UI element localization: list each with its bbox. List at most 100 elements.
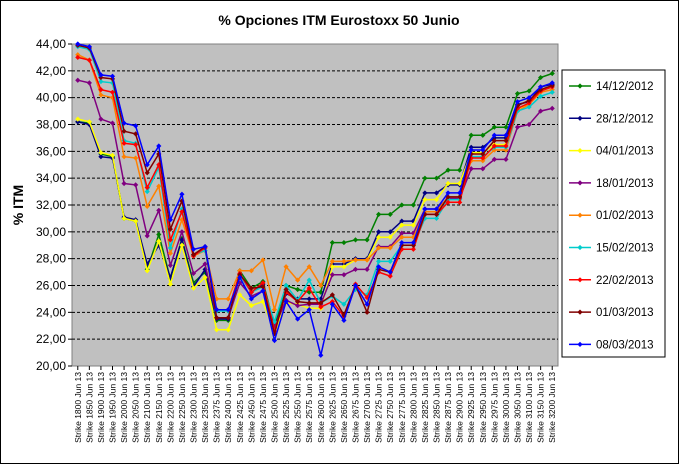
legend-swatch-marker (577, 115, 583, 121)
x-tick-label: Strike 3050 Jun 13 (513, 372, 523, 443)
data-point (491, 124, 497, 130)
legend-entries: 14/12/2012 28/12/2012 04/01/2013 18/01/2013… (569, 81, 654, 351)
data-point (376, 245, 382, 251)
legend-label: 28/12/2012 (596, 113, 654, 125)
data-point (225, 296, 231, 302)
data-point (295, 286, 301, 293)
x-tick-label: Strike 2750 Jun 13 (385, 372, 395, 443)
data-point (410, 246, 416, 252)
data-point (306, 296, 312, 302)
data-point (480, 158, 486, 164)
data-point (295, 303, 301, 309)
data-point (225, 327, 231, 333)
x-tick-label: Strike 2200 Jun 13 (165, 372, 175, 443)
data-point (75, 116, 81, 122)
data-point (237, 280, 243, 286)
x-tick-label: Strike 2475 Jun 13 (258, 372, 268, 443)
x-tick-label: Strike 1950 Jun 13 (108, 372, 118, 443)
data-point (410, 239, 416, 246)
y-tick-label: 20,00 (36, 359, 66, 373)
data-point (364, 257, 370, 263)
data-point (121, 120, 127, 126)
data-point (399, 222, 405, 228)
data-point (306, 285, 312, 291)
data-point (214, 315, 220, 321)
legend-label: 01/02/2013 (596, 210, 654, 222)
x-tick-label: Strike 2850 Jun 13 (432, 372, 442, 443)
data-point (167, 281, 173, 287)
data-point (433, 175, 440, 181)
data-point (283, 282, 289, 289)
x-tick-label: Strike 2375 Jun 13 (212, 372, 222, 443)
data-point (422, 197, 428, 203)
data-point (491, 147, 497, 153)
legend-entry: 01/03/2013 (569, 307, 654, 319)
legend-label: 15/02/2013 (596, 243, 654, 255)
y-tick-label: 24,00 (36, 305, 66, 319)
data-point (144, 268, 150, 274)
data-point (352, 266, 359, 272)
data-point (445, 190, 451, 196)
legend-swatch-marker (577, 277, 583, 283)
data-point (121, 180, 127, 187)
data-point (514, 124, 521, 130)
data-point (503, 124, 509, 130)
legend-swatch-marker (577, 341, 583, 347)
data-point (283, 286, 289, 293)
data-point (457, 190, 463, 196)
data-point (341, 264, 347, 270)
data-point (86, 80, 92, 86)
data-point (526, 95, 532, 101)
data-point (133, 142, 139, 148)
data-point (86, 57, 92, 63)
data-point (503, 147, 509, 153)
data-point (329, 299, 335, 305)
data-point (248, 296, 254, 302)
data-point (376, 211, 382, 217)
data-point (144, 184, 150, 191)
data-point (318, 300, 324, 306)
data-point (491, 138, 497, 144)
data-point (514, 99, 521, 105)
y-tick-label: 32,00 (36, 198, 66, 212)
data-point (352, 257, 359, 263)
data-point (121, 154, 127, 160)
y-tick-label: 40,00 (36, 91, 66, 105)
data-point (480, 166, 486, 172)
data-point (306, 277, 312, 283)
data-point (399, 202, 405, 208)
data-point (133, 182, 139, 188)
data-point (75, 41, 81, 47)
x-tick-label: Strike 2300 Jun 13 (189, 372, 199, 443)
data-point (271, 307, 278, 313)
data-point (433, 211, 440, 217)
legend-label: 18/01/2013 (596, 178, 654, 190)
legend-entry: 04/01/2013 (569, 146, 654, 158)
x-tick-label: Strike 2450 Jun 13 (246, 372, 256, 443)
legend-label: 04/01/2013 (596, 146, 654, 158)
data-point (225, 315, 231, 321)
data-point (433, 197, 440, 203)
data-point (109, 120, 116, 126)
y-tick-label: 26,00 (36, 279, 66, 293)
data-point (167, 226, 173, 232)
data-point (410, 230, 416, 236)
data-point (538, 74, 544, 81)
data-point (503, 138, 509, 144)
data-point (283, 299, 289, 305)
data-point (109, 73, 116, 79)
x-tick-label: Strike 2050 Jun 13 (131, 372, 141, 443)
y-axis-label: % ITM (10, 185, 26, 225)
data-point (202, 243, 208, 250)
y-tick-label: 28,00 (36, 252, 66, 266)
data-point (480, 151, 486, 157)
data-point (445, 167, 451, 173)
x-tick-label: Strike 2725 Jun 13 (374, 372, 384, 443)
data-point (457, 199, 463, 205)
series-layer (75, 41, 555, 358)
data-point (237, 292, 243, 298)
data-point (387, 211, 393, 217)
data-point (341, 258, 347, 264)
x-tick-label: Strike 2150 Jun 13 (154, 372, 164, 443)
data-point (156, 207, 162, 213)
